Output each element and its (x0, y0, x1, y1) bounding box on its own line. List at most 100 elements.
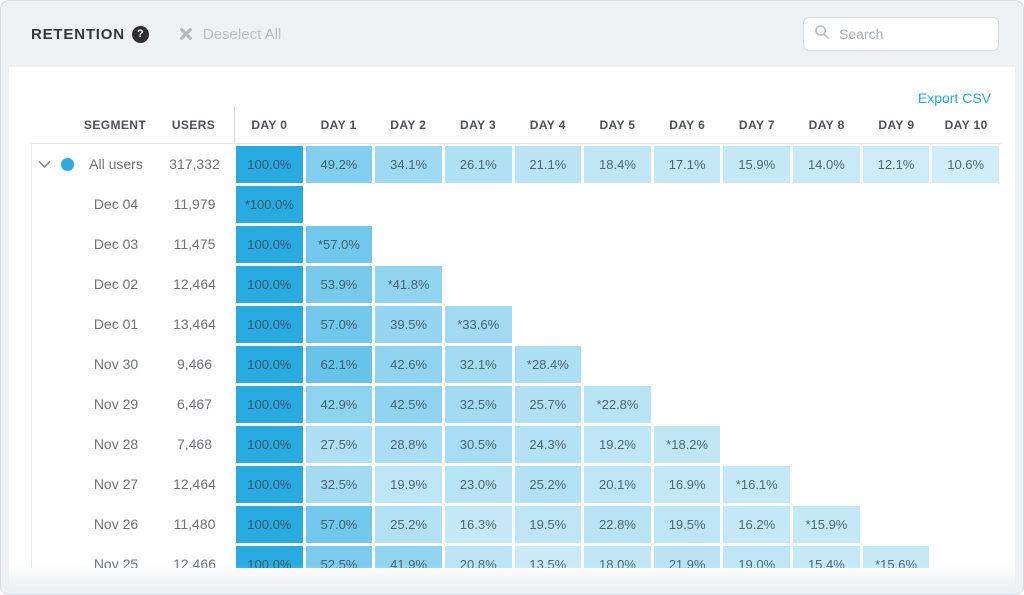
retention-cell[interactable]: 39.5% (375, 305, 442, 343)
retention-cell[interactable]: *22.8% (584, 385, 651, 423)
retention-cell[interactable]: 100.0% (236, 505, 303, 543)
retention-cell[interactable]: 18.0% (584, 545, 651, 568)
retention-cell[interactable]: 17.1% (653, 145, 721, 183)
segment-label[interactable]: Dec 02 (93, 276, 139, 292)
retention-cell[interactable]: *18.2% (653, 425, 721, 463)
retention-cell[interactable]: 19.9% (375, 465, 442, 503)
retention-cell[interactable]: 23.0% (444, 465, 512, 503)
retention-cell[interactable]: *15.6% (862, 545, 930, 568)
retention-cell[interactable]: 100.0% (236, 545, 303, 568)
retention-cell[interactable]: 16.3% (444, 505, 512, 543)
retention-cell[interactable]: 52.5% (305, 545, 373, 568)
retention-cell[interactable]: 100.0% (236, 225, 303, 263)
retention-cell[interactable]: 42.6% (375, 345, 442, 383)
retention-cell[interactable]: 19.0% (723, 545, 791, 568)
dot-placeholder (56, 504, 78, 544)
page-title: RETENTION (31, 25, 125, 43)
segment-label[interactable]: Nov 29 (93, 396, 139, 412)
retention-cell[interactable]: 24.3% (514, 425, 582, 463)
chevron-down-icon[interactable] (32, 144, 56, 184)
retention-cell[interactable]: 42.5% (375, 385, 442, 423)
chevron-placeholder (32, 544, 56, 568)
retention-cell[interactable]: 25.7% (514, 385, 582, 423)
column-header-day-3: DAY 3 (460, 117, 497, 132)
retention-cell[interactable]: 34.1% (375, 145, 442, 183)
deselect-all-button[interactable]: Deselect All (179, 26, 281, 43)
retention-cell[interactable]: 62.1% (305, 345, 373, 383)
dot-placeholder (56, 544, 78, 568)
retention-cell[interactable]: 12.1% (862, 145, 930, 183)
retention-cell[interactable]: 42.9% (305, 385, 373, 423)
retention-cell[interactable]: 21.1% (514, 145, 582, 183)
retention-cell[interactable]: 32.5% (444, 385, 512, 423)
column-header-day-0: DAY 0 (234, 106, 304, 143)
retention-cell[interactable]: 28.8% (375, 425, 442, 463)
column-header-day-9: DAY 9 (878, 117, 915, 132)
retention-cell[interactable]: *16.1% (723, 465, 791, 503)
segment-label[interactable]: Dec 03 (93, 236, 139, 252)
retention-cell[interactable]: 10.6% (932, 145, 999, 183)
segment-label[interactable]: Nov 25 (93, 556, 139, 568)
column-header-day-8: DAY 8 (808, 117, 845, 132)
retention-cell[interactable]: *28.4% (514, 345, 582, 383)
retention-cell[interactable]: 100.0% (236, 465, 303, 503)
retention-cell[interactable]: 15.9% (723, 145, 791, 183)
retention-cell[interactable]: 100.0% (236, 345, 303, 383)
retention-cell[interactable]: 100.0% (236, 425, 303, 463)
retention-cell[interactable]: 26.1% (444, 145, 512, 183)
retention-cell[interactable]: 49.2% (305, 145, 373, 183)
segment-label[interactable]: Nov 27 (93, 476, 139, 492)
users-count: 6,467 (176, 396, 213, 412)
retention-cell[interactable]: 32.1% (444, 345, 512, 383)
retention-cell[interactable]: *41.8% (375, 265, 442, 303)
dot-placeholder (56, 264, 78, 304)
retention-cell[interactable]: *33.6% (444, 305, 512, 343)
retention-cell[interactable]: 19.5% (514, 505, 582, 543)
search-box[interactable] (803, 17, 999, 51)
retention-cell[interactable]: 18.4% (584, 145, 651, 183)
retention-cell[interactable]: 100.0% (236, 145, 303, 183)
column-header-day-5: DAY 5 (599, 117, 636, 132)
retention-cell[interactable]: 15.4% (793, 545, 860, 568)
retention-cell[interactable]: 20.8% (444, 545, 512, 568)
retention-cell[interactable]: 32.5% (305, 465, 373, 503)
retention-cell[interactable]: *100.0% (236, 185, 303, 223)
retention-cell[interactable]: 19.5% (653, 505, 721, 543)
retention-cell[interactable]: 53.9% (305, 265, 373, 303)
retention-cell[interactable]: 100.0% (236, 385, 303, 423)
search-input[interactable] (839, 26, 988, 42)
retention-cell[interactable]: 100.0% (236, 265, 303, 303)
retention-cell[interactable]: 16.9% (653, 465, 721, 503)
retention-cell[interactable]: 30.5% (444, 425, 512, 463)
retention-cell[interactable]: 13.5% (514, 545, 582, 568)
export-csv-link[interactable]: Export CSV (917, 90, 991, 106)
table-row: All users 317,332 100.0% 49.2% 34.1% 26.1% 21.… (32, 144, 1001, 184)
retention-cell[interactable]: 16.2% (723, 505, 791, 543)
segment-label[interactable]: Dec 04 (93, 196, 139, 212)
retention-cell[interactable]: *15.9% (793, 505, 860, 543)
retention-cell[interactable]: *57.0% (305, 225, 373, 263)
retention-cell[interactable]: 22.8% (584, 505, 651, 543)
retention-cell[interactable]: 21.9% (653, 545, 721, 568)
segment-label[interactable]: Nov 30 (93, 356, 139, 372)
retention-cell[interactable]: 25.2% (514, 465, 582, 503)
users-count: 11,480 (173, 516, 216, 532)
retention-cell[interactable]: 41.9% (375, 545, 442, 568)
retention-cell[interactable]: 100.0% (236, 305, 303, 343)
retention-cell[interactable]: 14.0% (793, 145, 860, 183)
retention-cell[interactable]: 19.2% (584, 425, 651, 463)
retention-cell[interactable]: 25.2% (375, 505, 442, 543)
users-count: 12,464 (173, 276, 216, 292)
help-icon[interactable]: ? (131, 25, 149, 43)
segment-label[interactable]: All users (89, 156, 143, 172)
users-count: 13,464 (173, 316, 216, 332)
retention-cell[interactable]: 27.5% (305, 425, 373, 463)
retention-cell[interactable]: 57.0% (305, 305, 373, 343)
retention-cell[interactable]: 20.1% (584, 465, 651, 503)
dot-placeholder (56, 384, 78, 424)
segment-label[interactable]: Nov 28 (93, 436, 139, 452)
title-group: RETENTION ? Deselect All (31, 25, 281, 43)
segment-label[interactable]: Nov 26 (93, 516, 139, 532)
retention-cell[interactable]: 57.0% (305, 505, 373, 543)
segment-label[interactable]: Dec 01 (93, 316, 139, 332)
